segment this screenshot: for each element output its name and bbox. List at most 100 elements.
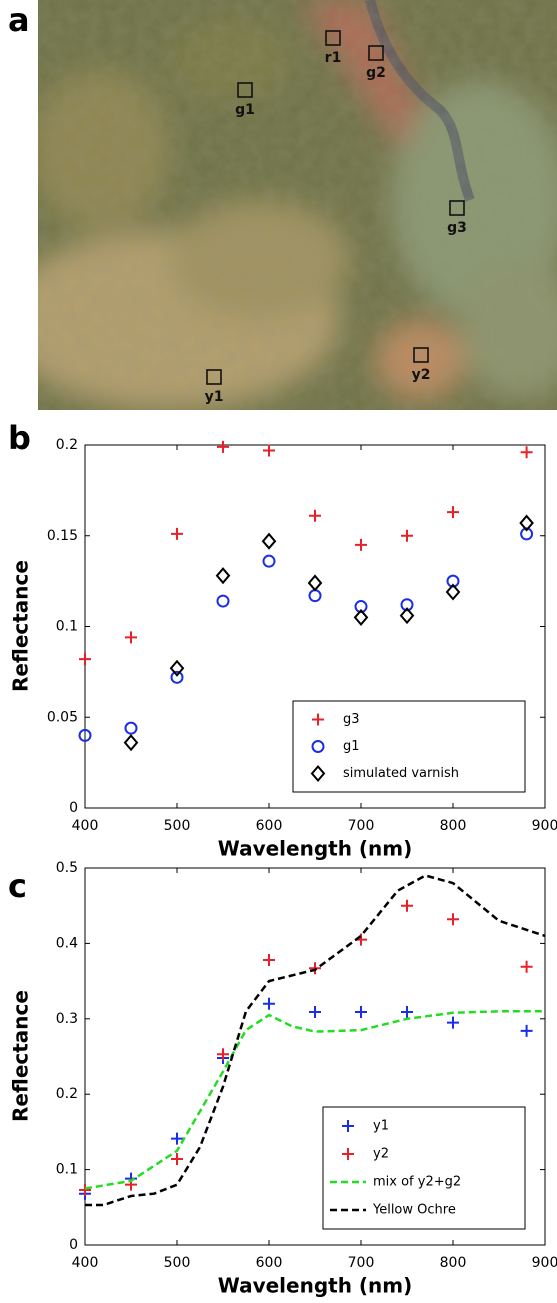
region-label: r1 <box>325 50 342 66</box>
y-tick-label: 0.1 <box>56 1162 78 1178</box>
y-tick-label: 0.1 <box>56 619 78 635</box>
x-tick-label: 800 <box>440 1255 467 1271</box>
marker-plus <box>342 1120 354 1132</box>
marker-circle <box>216 594 230 608</box>
y-tick-label: 0.05 <box>47 709 78 725</box>
x-tick-label: 900 <box>532 818 557 834</box>
region-box <box>325 30 341 46</box>
y-tick-label: 0.4 <box>56 935 78 951</box>
marker-circle <box>354 600 368 614</box>
legend-label: y2 <box>373 1147 389 1162</box>
x-tick-label: 400 <box>72 818 99 834</box>
series-line <box>85 874 546 1207</box>
x-tick-label: 900 <box>532 1255 557 1271</box>
legend-label: mix of y2+g2 <box>373 1175 461 1190</box>
marker-plus <box>125 631 137 644</box>
y-tick-label: 0 <box>69 800 78 816</box>
region-box <box>237 82 253 98</box>
region-label: g1 <box>235 102 255 118</box>
marker-plus <box>401 529 413 542</box>
marker-diamond <box>169 659 185 677</box>
legend-label: g1 <box>343 739 360 754</box>
x-tick-label: 500 <box>164 1255 191 1271</box>
marker-diamond <box>445 583 461 601</box>
marker-diamond <box>261 532 277 550</box>
legend-label: g3 <box>343 712 360 727</box>
panel-label: c <box>8 867 27 905</box>
marker-plus <box>171 1132 183 1145</box>
marker-circle <box>78 728 92 742</box>
marker-plus <box>342 1148 354 1160</box>
marker-circle <box>446 574 460 588</box>
marker-plus <box>312 713 324 726</box>
marker-plus <box>401 899 413 912</box>
legend-label: Yellow Ochre <box>372 1203 456 1218</box>
marker-plus <box>447 913 459 926</box>
marker-circle <box>311 740 325 753</box>
y-tick-label: 0 <box>69 1237 78 1253</box>
marker-plus <box>263 953 275 966</box>
marker-plus <box>520 446 533 459</box>
legend-label: y1 <box>373 1119 389 1134</box>
marker-circle <box>520 527 534 541</box>
legend-box <box>322 1106 526 1230</box>
x-tick-label: 700 <box>348 818 375 834</box>
marker-diamond <box>353 608 369 626</box>
region-box <box>206 369 222 385</box>
marker-plus <box>520 1024 533 1037</box>
marker-plus <box>217 440 229 453</box>
series-line <box>84 1010 545 1190</box>
marker-circle <box>170 670 184 684</box>
marker-plus <box>309 1006 321 1019</box>
y-tick-label: 0.5 <box>56 860 78 876</box>
marker-plus <box>447 1016 459 1029</box>
x-axis-label: Wavelength (nm) <box>218 1274 413 1298</box>
marker-diamond <box>399 607 415 625</box>
marker-diamond <box>123 734 139 752</box>
marker-plus <box>171 1153 183 1166</box>
marker-plus <box>401 1006 413 1019</box>
x-tick-label: 400 <box>72 1255 99 1271</box>
marker-circle <box>124 721 138 735</box>
marker-plus <box>355 538 367 551</box>
marker-plus <box>79 653 91 666</box>
legend-label: simulated varnish <box>343 766 459 781</box>
marker-plus <box>171 527 183 540</box>
marker-diamond <box>310 764 326 783</box>
marker-plus <box>79 1183 91 1196</box>
x-tick-label: 600 <box>256 818 283 834</box>
marker-circle <box>400 598 414 612</box>
panel-label: b <box>8 419 31 457</box>
marker-diamond <box>519 514 534 532</box>
y-tick-label: 0.15 <box>47 528 78 544</box>
marker-diamond <box>307 574 323 592</box>
region-box <box>368 45 384 61</box>
region-label: y2 <box>412 367 431 383</box>
marker-circle <box>262 554 276 568</box>
aerial-photo <box>38 0 557 410</box>
x-tick-label: 600 <box>256 1255 283 1271</box>
marker-diamond <box>215 567 231 585</box>
y-axis-label: Reflectance <box>9 990 33 1122</box>
region-label: y1 <box>205 389 224 405</box>
marker-plus <box>447 506 459 519</box>
y-axis-label: Reflectance <box>9 560 33 692</box>
x-axis-label: Wavelength (nm) <box>218 837 413 861</box>
marker-plus <box>217 1048 229 1061</box>
x-tick-label: 700 <box>348 1255 375 1271</box>
marker-plus <box>520 960 533 973</box>
region-box <box>449 200 465 216</box>
y-tick-label: 0.2 <box>56 1086 78 1102</box>
region-label: g2 <box>366 65 386 81</box>
x-tick-label: 800 <box>440 818 467 834</box>
y-tick-label: 0.2 <box>56 437 78 453</box>
marker-plus <box>355 1006 367 1019</box>
marker-plus <box>263 997 275 1010</box>
y-tick-label: 0.3 <box>56 1011 78 1027</box>
x-tick-label: 500 <box>164 818 191 834</box>
panel-label: a <box>8 1 30 39</box>
region-box <box>413 347 429 363</box>
marker-plus <box>263 444 275 457</box>
region-label: g3 <box>447 220 467 236</box>
